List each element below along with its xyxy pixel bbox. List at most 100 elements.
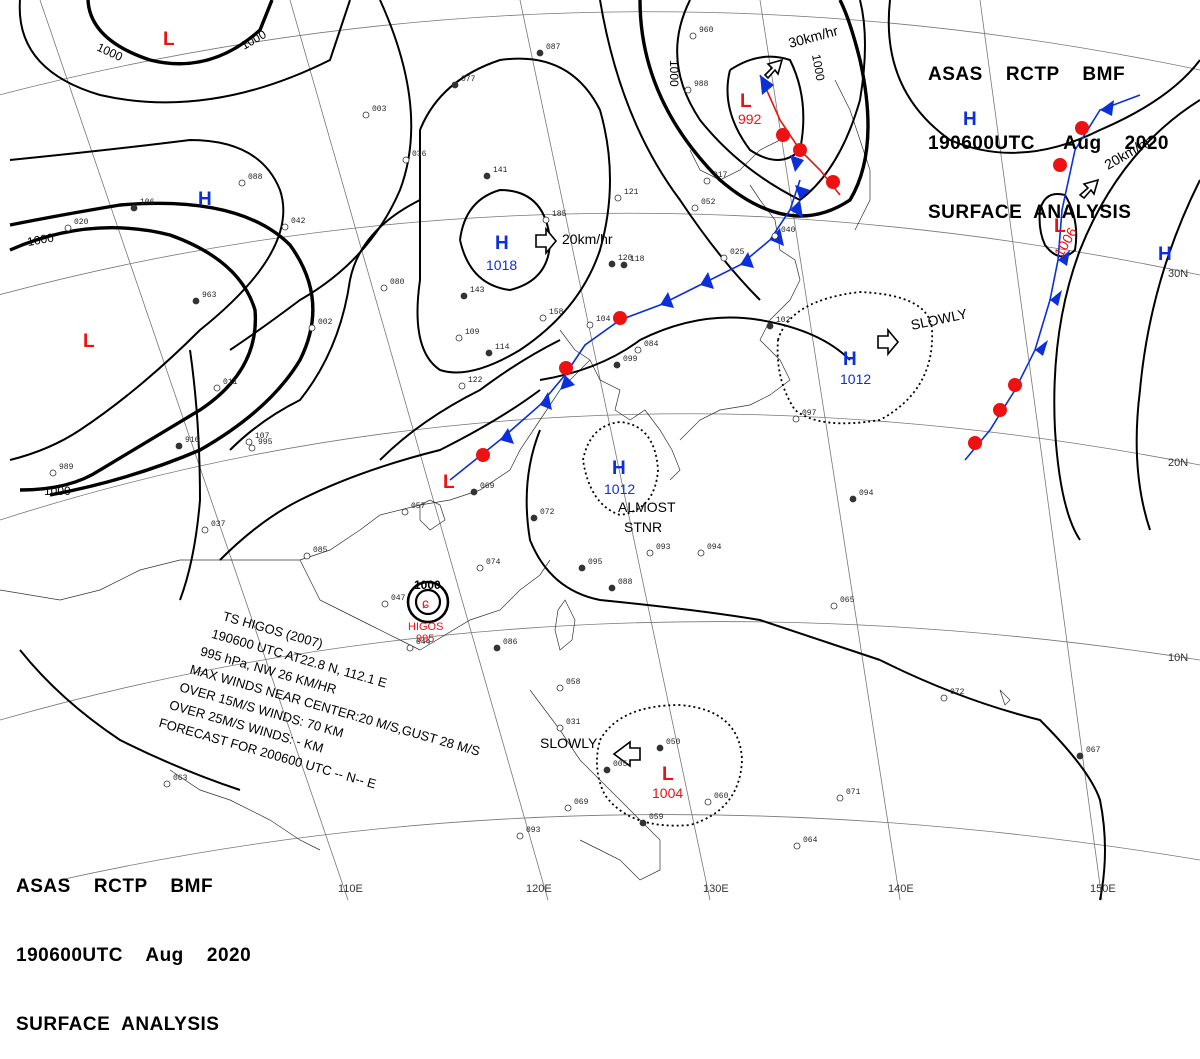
station-plot: 074 xyxy=(476,558,501,572)
chart-header-top: ASAS RCTP BMF 190600UTC Aug 2020 SURFACE… xyxy=(928,17,1169,247)
station-circle-icon xyxy=(613,361,621,369)
station-pressure-value: 141 xyxy=(493,166,508,175)
header-line: SURFACE ANALYSIS xyxy=(16,1014,220,1035)
station-circle-icon xyxy=(483,172,491,180)
station-pressure-value: 085 xyxy=(313,546,328,555)
station-pressure-value: 988 xyxy=(694,80,709,89)
station-pressure-value: 057 xyxy=(411,502,426,511)
station-pressure-value: 050 xyxy=(666,738,681,747)
station-circle-icon xyxy=(192,297,200,305)
station-pressure-value: 058 xyxy=(566,678,581,687)
isobar-label-group: 1000 1000 1000 1000 1000 1000 xyxy=(26,27,827,498)
station-circle-icon xyxy=(578,564,586,572)
station-circle-icon xyxy=(213,384,221,392)
station-pressure-value: 080 xyxy=(390,278,405,287)
station-plot: 080 xyxy=(380,278,405,292)
station-circle-icon xyxy=(542,216,550,224)
station-circle-icon xyxy=(451,81,459,89)
station-circle-icon xyxy=(793,842,801,850)
station-circle-icon xyxy=(691,204,699,212)
station-plot: 084 xyxy=(634,340,659,354)
station-pressure-value: 077 xyxy=(461,75,476,84)
station-plot: 003 xyxy=(362,105,387,119)
station-pressure-value: 916 xyxy=(185,436,200,445)
station-circle-icon xyxy=(308,324,316,332)
station-plot: 052 xyxy=(691,198,716,212)
station-circle-icon xyxy=(684,86,692,94)
station-pressure-value: 084 xyxy=(644,340,659,349)
high-pressure-value: 1012 xyxy=(840,371,871,387)
station-plot: 988 xyxy=(684,80,709,94)
station-pressure-value: 052 xyxy=(701,198,716,207)
station-pressure-value: 025 xyxy=(730,248,745,257)
station-pressure-value: 102 xyxy=(776,316,791,325)
station-pressure-value: 042 xyxy=(291,217,306,226)
station-circle-icon xyxy=(564,804,572,812)
front-line-main xyxy=(449,179,801,481)
arrow-east xyxy=(535,226,558,256)
low-pressure-marker: L xyxy=(1054,216,1066,237)
station-pressure-value: 107 xyxy=(255,432,270,441)
station-circle-icon xyxy=(380,284,388,292)
station-plot: 040 xyxy=(771,226,796,240)
station-plot: 960 xyxy=(689,26,714,40)
station-plot: 063 xyxy=(163,774,188,788)
station-circle-icon xyxy=(603,766,611,774)
station-circle-icon xyxy=(556,684,564,692)
station-circle-icon xyxy=(608,260,616,268)
station-plot: 002 xyxy=(308,318,333,332)
station-plot: 095 xyxy=(578,558,603,572)
station-pressure-value: 960 xyxy=(699,26,714,35)
station-plot: 118 xyxy=(620,255,645,269)
station-plot: 017 xyxy=(703,171,728,185)
dotted-isobars xyxy=(582,291,933,827)
station-plot: 050 xyxy=(656,738,681,752)
station-plot: 088 xyxy=(608,578,633,592)
longitude-label: 110E xyxy=(338,883,363,895)
motion-arrows xyxy=(535,58,1100,768)
header-line: 190600UTC Aug 2020 xyxy=(928,133,1169,154)
station-circle-icon xyxy=(697,549,705,557)
station-plot: 044 xyxy=(406,638,431,652)
longitude-label: 130E xyxy=(703,883,729,895)
station-plot: 057 xyxy=(401,502,426,516)
station-pressure-value: 086 xyxy=(503,638,518,647)
motion-label: SLOWLY xyxy=(540,735,598,751)
station-pressure-value: 097 xyxy=(802,409,817,418)
station-plot: 025 xyxy=(720,248,745,262)
station-circle-icon xyxy=(766,322,774,330)
header-line: ASAS RCTP BMF xyxy=(928,64,1126,85)
station-plot: 094 xyxy=(697,543,722,557)
isobar-label: 1000 xyxy=(667,60,681,87)
coordinate-labels: 30N 20N 10N 110E 120E 130E 140E 150E xyxy=(338,268,1188,895)
station-plot: 099 xyxy=(613,355,638,369)
station-circle-icon xyxy=(849,495,857,503)
station-circle-icon xyxy=(493,644,501,652)
station-circle-icon xyxy=(460,292,468,300)
station-pressure-value: 065 xyxy=(840,596,855,605)
station-pressure-value: 095 xyxy=(588,558,603,567)
station-plot: 072 xyxy=(940,688,965,702)
station-plot: 077 xyxy=(451,75,476,89)
station-pressure-value: 106 xyxy=(140,198,155,207)
weather-map: 1000 1000 1000 1000 1000 1000 30N 20N 10… xyxy=(0,0,1200,901)
station-circle-icon xyxy=(248,444,256,452)
station-circle-icon xyxy=(470,488,478,496)
station-plot: 065 xyxy=(830,596,855,610)
arrow-ne xyxy=(763,58,784,80)
station-pressure-value: 114 xyxy=(495,343,510,352)
station-plot: 104 xyxy=(586,315,611,329)
longitude-label: 140E xyxy=(888,883,914,895)
arrow-west xyxy=(612,740,641,768)
station-pressure-value: 989 xyxy=(59,463,74,472)
motion-label: ALMOST xyxy=(618,499,676,515)
station-plot: 102 xyxy=(766,316,791,330)
station-plot: 916 xyxy=(175,436,200,450)
latitude-label: 20N xyxy=(1168,457,1188,469)
station-pressure-value: 143 xyxy=(470,286,485,295)
typhoon-bulletin: TS HIGOS (2007) 190600 UTC AT22.8 N, 112… xyxy=(157,608,482,791)
motion-label: STNR xyxy=(624,519,662,535)
station-circle-icon xyxy=(402,156,410,164)
station-pressure-value: 064 xyxy=(803,836,818,845)
station-pressure-value: 099 xyxy=(623,355,638,364)
